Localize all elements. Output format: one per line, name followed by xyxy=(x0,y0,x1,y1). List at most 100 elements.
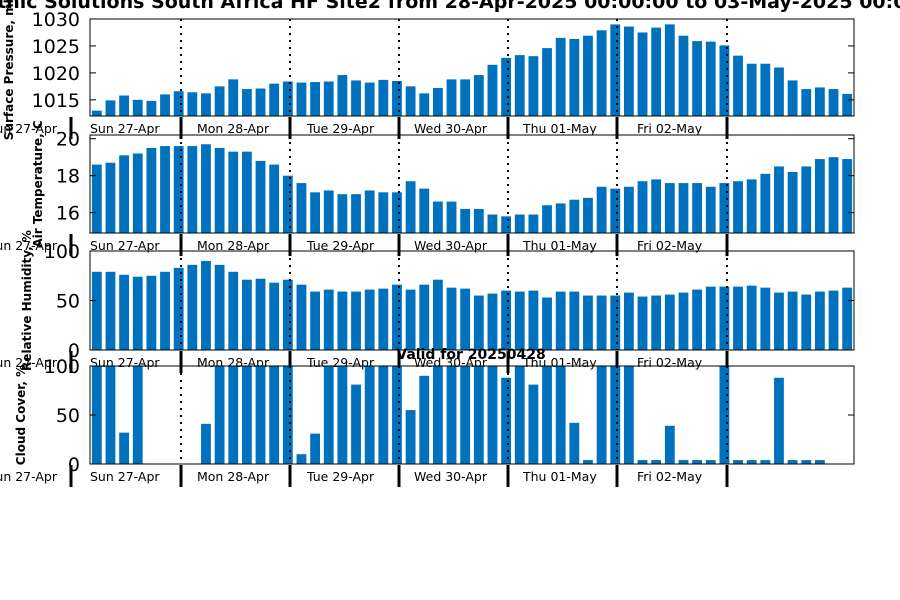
bar xyxy=(487,214,498,233)
bar xyxy=(746,179,757,233)
bar xyxy=(460,288,471,350)
day-label: Fri 02-May xyxy=(637,121,703,136)
day-label: Wed 30-Apr xyxy=(414,469,488,484)
bar xyxy=(514,55,525,116)
y-tick-label: 1020 xyxy=(32,63,80,85)
bar xyxy=(514,366,525,464)
bar xyxy=(733,460,743,464)
bar xyxy=(651,460,662,464)
bar xyxy=(814,291,825,350)
bar xyxy=(378,366,389,464)
bar xyxy=(432,201,443,233)
bar xyxy=(160,271,170,350)
bar xyxy=(378,79,389,116)
bar xyxy=(364,190,375,233)
bar xyxy=(241,366,252,464)
bar xyxy=(187,264,198,350)
bar xyxy=(528,56,539,116)
bar xyxy=(664,425,675,464)
bar xyxy=(392,366,402,464)
bar xyxy=(446,287,457,350)
day-label: Thu 01-May xyxy=(522,238,597,253)
bar xyxy=(460,366,471,464)
bar xyxy=(651,27,662,116)
day-label: Tue 29-Apr xyxy=(306,121,375,136)
bar xyxy=(105,366,116,464)
axes-frame xyxy=(89,134,855,234)
bar xyxy=(255,88,266,116)
bar xyxy=(296,183,307,233)
bar xyxy=(160,94,170,116)
bar xyxy=(405,410,416,464)
bar xyxy=(446,201,457,233)
y-tick-label: 100 xyxy=(44,241,80,263)
day-label: Tue 29-Apr xyxy=(306,238,375,253)
bar xyxy=(692,460,703,464)
bar xyxy=(187,92,198,116)
day-label: Sun 27-Apr xyxy=(0,469,58,484)
day-label: Sun 27-Apr xyxy=(90,238,160,253)
bar xyxy=(323,289,334,350)
bar xyxy=(610,366,621,464)
bar xyxy=(528,384,539,464)
bar xyxy=(201,93,211,116)
bar xyxy=(501,216,512,233)
bar xyxy=(801,294,812,350)
bar xyxy=(282,279,293,350)
day-label: Sun 27-Apr xyxy=(90,469,160,484)
bar xyxy=(664,294,675,350)
bar xyxy=(733,55,743,116)
y-axis-label: Air Temperature, C xyxy=(31,120,45,248)
bar xyxy=(487,64,498,116)
day-label: Sun 27-Apr xyxy=(0,121,58,136)
bar xyxy=(460,208,471,233)
bar xyxy=(760,63,771,116)
y-tick-label: 100 xyxy=(44,356,80,378)
bar xyxy=(296,284,307,350)
bar xyxy=(733,181,743,233)
bar xyxy=(651,295,662,350)
bar xyxy=(296,82,307,116)
bar xyxy=(255,366,266,464)
bar xyxy=(296,454,307,464)
bar xyxy=(310,82,321,116)
bar xyxy=(282,175,293,233)
bar xyxy=(842,93,853,116)
bar xyxy=(501,290,512,350)
bar xyxy=(719,183,730,233)
y-tick-label: 50 xyxy=(56,405,80,427)
bar xyxy=(119,274,130,350)
bar xyxy=(664,183,675,233)
bar xyxy=(146,275,157,350)
bar xyxy=(378,288,389,350)
bar xyxy=(119,432,130,464)
bar xyxy=(514,214,525,233)
bar xyxy=(91,366,102,464)
day-label: Wed 30-Apr xyxy=(414,121,488,136)
bar xyxy=(323,81,334,116)
bar xyxy=(596,186,607,233)
bar xyxy=(105,162,116,233)
bar xyxy=(664,24,675,116)
bar xyxy=(432,87,443,116)
bar xyxy=(596,30,607,116)
bar xyxy=(692,183,703,233)
bar xyxy=(228,271,239,350)
bar xyxy=(542,366,552,464)
bar xyxy=(637,296,648,350)
bar xyxy=(596,295,607,350)
bar xyxy=(555,203,566,233)
bar xyxy=(432,279,443,350)
bar xyxy=(501,377,512,464)
bar xyxy=(337,366,348,464)
bar xyxy=(269,164,280,233)
bar xyxy=(146,100,157,116)
bar xyxy=(528,290,539,350)
day-label: Mon 28-Apr xyxy=(197,469,270,484)
bar xyxy=(173,146,184,233)
bar xyxy=(132,366,143,464)
bar xyxy=(405,181,416,233)
bar xyxy=(282,366,293,464)
